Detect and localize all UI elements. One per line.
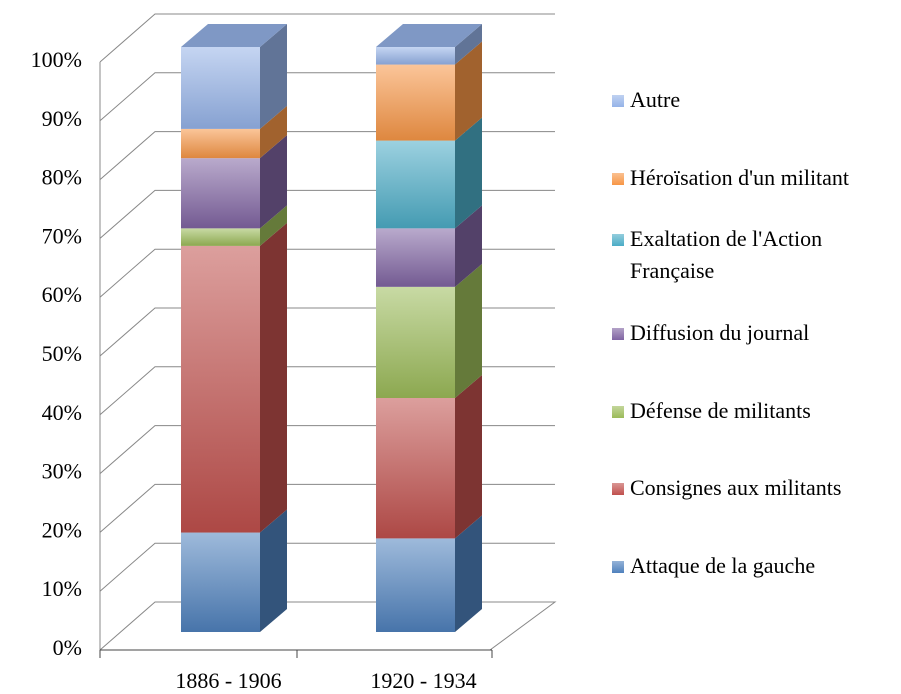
grid-line	[99, 248, 555, 298]
bar-segment	[181, 158, 260, 229]
y-tick-label: 0%	[53, 635, 82, 660]
legend-swatch	[612, 561, 624, 573]
bar-segment	[181, 245, 260, 533]
legend-item: Défense de militants	[612, 395, 862, 427]
y-tick-label: 100%	[31, 47, 82, 72]
bar-segment-side	[260, 222, 287, 533]
grid-line	[99, 366, 555, 416]
legend-swatch	[612, 95, 624, 107]
y-tick-label: 50%	[42, 341, 82, 366]
bar-segment-side	[455, 263, 482, 398]
legend-label: Héroïsation d'un militant	[630, 164, 850, 190]
legend-label: Consignes aux militants	[630, 475, 842, 501]
y-tick-label: 60%	[42, 282, 82, 307]
bar-segment-side	[455, 24, 482, 65]
legend-item: Diffusion du journal	[612, 317, 862, 349]
bar-top	[376, 24, 482, 47]
y-tick-label: 20%	[42, 517, 82, 542]
legend-label: Diffusion du journal	[630, 320, 810, 345]
bar-segment	[181, 128, 260, 159]
legend-swatch	[612, 234, 624, 247]
floor	[100, 601, 557, 651]
legend-swatch	[612, 328, 624, 340]
grid-line	[99, 72, 555, 122]
bar-segment	[376, 228, 455, 287]
bar-segment-side	[260, 105, 287, 159]
y-tick-label: 40%	[42, 400, 82, 425]
grid-line	[99, 131, 555, 180]
legend-item: Consignes aux militants	[612, 472, 862, 504]
bar-segment-side	[455, 515, 482, 632]
bar-segment-side	[260, 24, 287, 129]
bar-segment-side	[260, 135, 287, 229]
bar-segment	[376, 64, 455, 141]
bar-segment	[376, 140, 455, 229]
bar-segment	[181, 47, 260, 129]
legend-label: Attaque de la gauche	[630, 553, 816, 578]
legend-item: Exaltation de l'Action Française	[612, 223, 862, 287]
bar-segment-side	[455, 375, 482, 539]
y-tick-label: 80%	[42, 165, 82, 190]
bar-segment-side	[455, 117, 482, 229]
legend-label: Défense de militants	[630, 397, 811, 423]
legend-item: Attaque de la gauche	[612, 550, 862, 582]
legend-swatch	[612, 405, 624, 418]
legend-item: Héroïsation d'un militant	[612, 162, 862, 194]
bar-top	[181, 24, 287, 47]
grid-line	[99, 189, 555, 239]
x-tick-label: 1920 - 1934	[370, 668, 476, 693]
y-tick-label: 70%	[42, 223, 82, 248]
bar-segment	[376, 538, 455, 632]
grid-line	[99, 601, 555, 651]
bar-segment	[376, 398, 455, 539]
bar-segment	[181, 532, 260, 632]
legend-label: Exaltation de l'Action Française	[630, 226, 823, 284]
legend-swatch	[612, 483, 624, 496]
legend-item: Autre	[612, 84, 862, 116]
y-tick-label: 90%	[42, 106, 82, 131]
x-tick-label: 1886 - 1906	[175, 668, 281, 693]
bar-segment-side	[455, 41, 482, 141]
bar-segment	[376, 286, 455, 398]
bar-segment-side	[260, 509, 287, 632]
y-tick-label: 10%	[42, 576, 82, 601]
bar-segment-side	[260, 205, 287, 246]
legend-label: Autre	[630, 87, 681, 112]
grid-line	[99, 483, 555, 533]
grid-line	[99, 307, 555, 357]
grid-line	[99, 425, 555, 474]
grid-line	[99, 542, 555, 592]
bar-segment	[181, 228, 260, 246]
bar-segment-side	[455, 205, 482, 287]
bar-segment	[376, 47, 455, 65]
grid-line	[99, 13, 555, 63]
y-tick-label: 30%	[42, 459, 82, 484]
legend-swatch	[612, 172, 624, 185]
